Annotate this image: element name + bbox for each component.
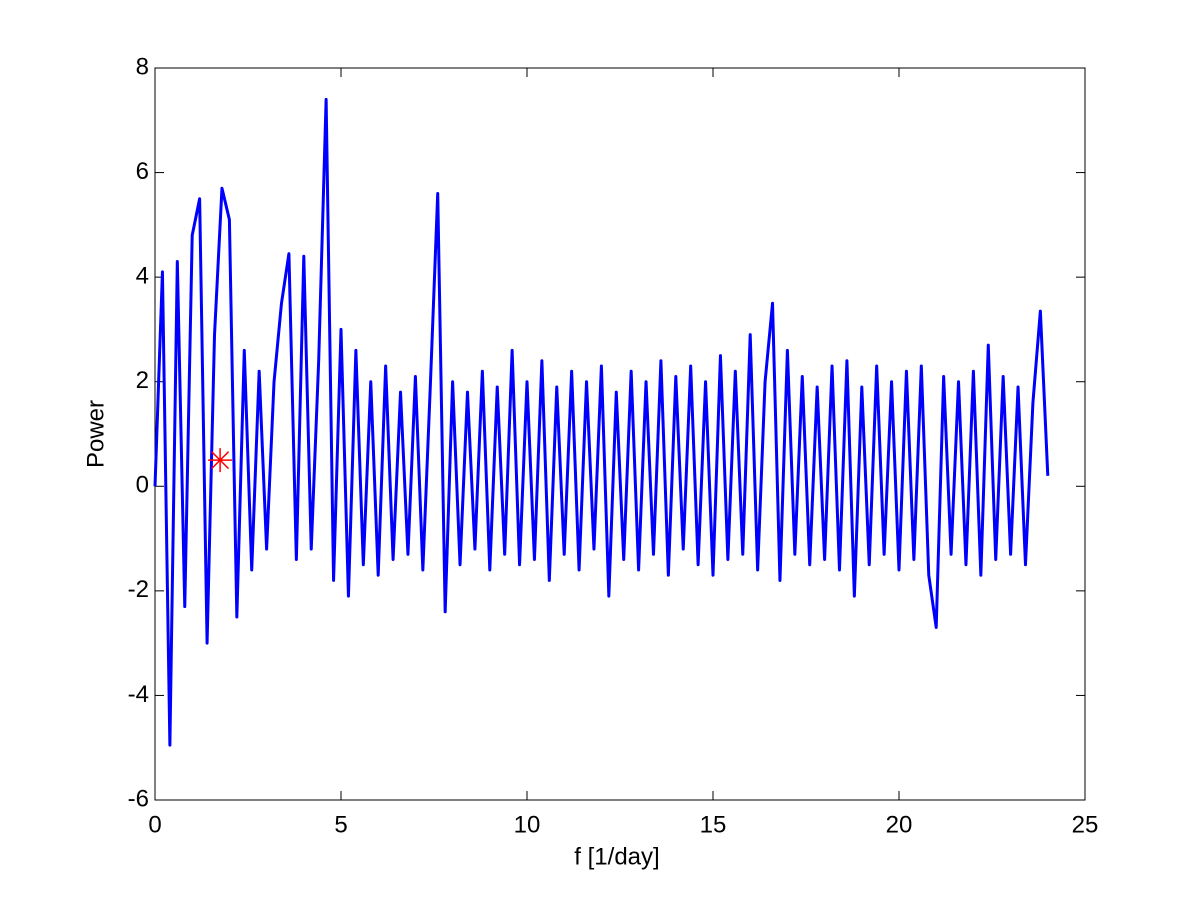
line-series xyxy=(153,97,1050,747)
y-tick-label: 2 xyxy=(136,367,149,394)
y-tick-label: 0 xyxy=(136,472,149,499)
y-tick-label: 6 xyxy=(136,158,149,185)
y-axis-label: Power xyxy=(82,400,109,468)
y-tick-label: -4 xyxy=(128,681,149,708)
y-tick-label: -6 xyxy=(128,785,149,812)
x-tick-label: 20 xyxy=(886,811,913,838)
plot-area xyxy=(154,67,1086,801)
x-axis-label: f [1/day] xyxy=(574,843,659,870)
y-tick-label: -2 xyxy=(128,576,149,603)
y-tick-label: 4 xyxy=(136,262,149,289)
y-tick-label: 8 xyxy=(136,53,149,80)
x-tick-label: 25 xyxy=(1072,811,1099,838)
x-tick-label: 15 xyxy=(700,811,727,838)
x-tick-label: 5 xyxy=(334,811,347,838)
x-tick-label: 10 xyxy=(514,811,541,838)
x-tick-label: 0 xyxy=(148,811,161,838)
marker xyxy=(208,448,233,473)
